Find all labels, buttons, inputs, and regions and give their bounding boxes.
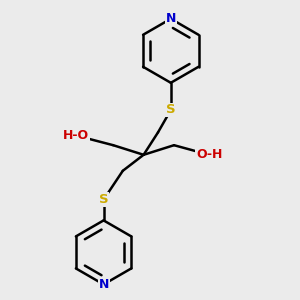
Text: H-O: H-O [63, 129, 89, 142]
Text: O-H: O-H [196, 148, 222, 161]
Text: N: N [98, 278, 109, 291]
Text: N: N [166, 12, 176, 25]
Text: S: S [166, 103, 175, 116]
Text: S: S [99, 193, 108, 206]
